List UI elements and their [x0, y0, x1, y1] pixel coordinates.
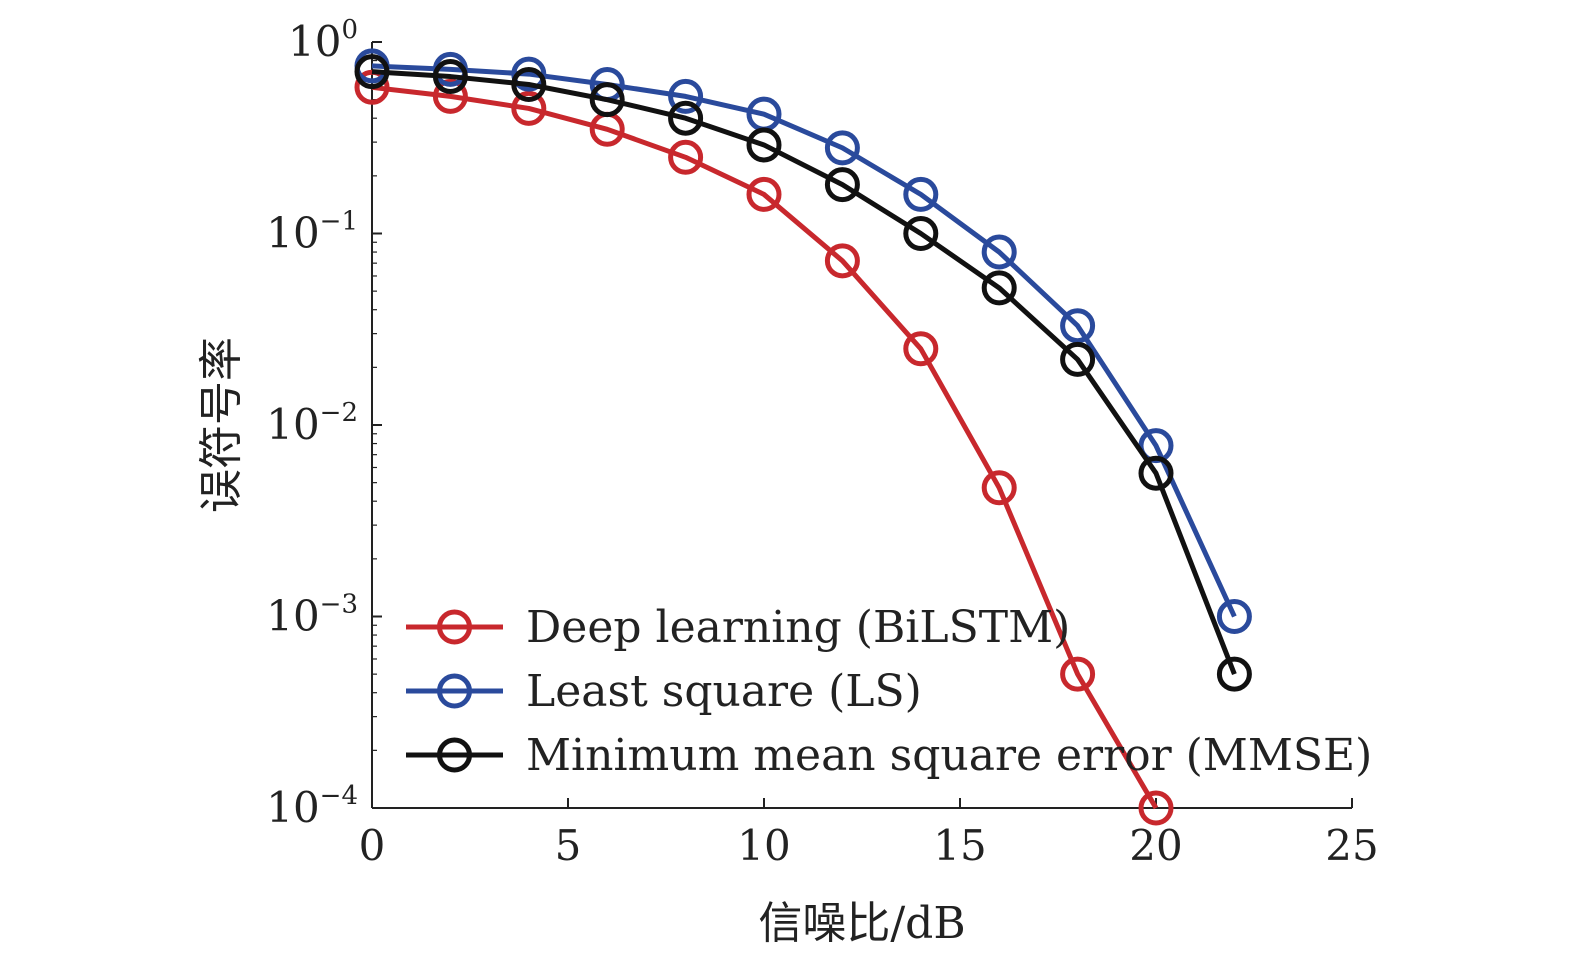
y-axis-title: 误符号率 [196, 337, 247, 513]
data-point [1138, 790, 1174, 826]
data-point [824, 167, 860, 203]
data-point [354, 54, 390, 90]
y-tick-label: 10−4 [266, 781, 358, 832]
data-point [1060, 656, 1096, 692]
data-point [981, 270, 1017, 306]
data-point [903, 176, 939, 212]
x-tick-label: 25 [1325, 821, 1378, 870]
legend-item: Least square (LS) [406, 666, 922, 717]
data-point [432, 78, 468, 114]
series-line [371, 63, 1237, 618]
x-tick-label: 10 [737, 821, 790, 870]
legend-swatch-marker [437, 609, 472, 645]
x-tick-label: 15 [933, 821, 986, 870]
data-point [981, 234, 1017, 270]
data-point [1060, 308, 1096, 344]
series-1 [354, 48, 1252, 634]
series-line [371, 84, 1159, 810]
data-point [903, 331, 939, 367]
legend-item: Deep learning (BiLSTM) [406, 602, 1070, 653]
data-point [511, 56, 547, 92]
data-point [511, 66, 547, 102]
y-tick-label: 10−2 [266, 398, 358, 449]
data-point [668, 100, 704, 136]
data-point [824, 130, 860, 166]
data-point [824, 243, 860, 279]
y-tick-label: 10−3 [266, 590, 358, 641]
data-point [981, 470, 1017, 506]
series-line [371, 69, 1237, 676]
series-2 [354, 54, 1252, 692]
legend-label: Least square (LS) [526, 666, 922, 717]
legend-swatch-marker [437, 737, 472, 773]
x-axis-title: 信噪比/dB [758, 898, 965, 949]
legend-item: Minimum mean square error (MMSE) [406, 730, 1372, 781]
series-layer [354, 48, 1252, 826]
data-point [511, 90, 547, 126]
data-point [746, 176, 782, 212]
data-point [668, 78, 704, 114]
legend: Deep learning (BiLSTM) Least square (LS) M… [406, 602, 1372, 781]
x-tick-label: 0 [359, 821, 386, 870]
data-point [746, 127, 782, 163]
legend-label: Minimum mean square error (MMSE) [526, 730, 1372, 781]
data-point [1216, 599, 1252, 634]
data-point [432, 59, 468, 95]
data-point [903, 216, 939, 251]
x-tick-label: 5 [555, 821, 582, 870]
data-point [1216, 656, 1252, 692]
legend-label: Deep learning (BiLSTM) [526, 602, 1070, 653]
data-point [1138, 455, 1174, 491]
y-tick-label: 10−1 [266, 207, 358, 258]
data-point [668, 139, 704, 175]
series-0 [354, 69, 1174, 826]
axes: 0 5 10 15 20 25 100 10−1 10−2 10−3 10−4 [266, 15, 1379, 870]
data-point [1060, 341, 1096, 377]
x-tick-label: 20 [1129, 821, 1182, 870]
legend-swatch-marker [437, 673, 472, 709]
y-tick-label: 100 [288, 15, 358, 66]
data-point [589, 82, 625, 118]
